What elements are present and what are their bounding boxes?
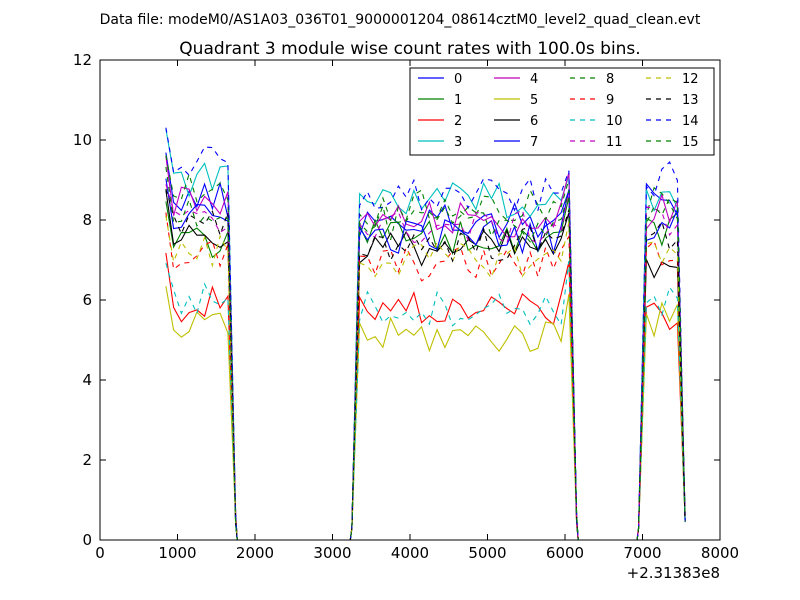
- legend-label-7: 7: [530, 135, 538, 150]
- legend-label-13: 13: [682, 93, 699, 108]
- chart-title: Quadrant 3 module wise count rates with …: [179, 39, 640, 59]
- x-tick-label: 8000: [701, 544, 739, 562]
- y-tick-label: 4: [82, 371, 92, 389]
- x-tick-label: 6000: [546, 544, 584, 562]
- legend-label-12: 12: [682, 72, 699, 87]
- legend-label-3: 3: [454, 135, 462, 150]
- series-line-15: [165, 167, 686, 541]
- y-tick-label: 6: [82, 291, 92, 309]
- legend-label-0: 0: [454, 72, 462, 87]
- legend-label-14: 14: [682, 114, 699, 129]
- series-layer: [165, 127, 686, 541]
- legend-label-9: 9: [606, 93, 614, 108]
- x-axis-offset-label: +2.31383e8: [627, 564, 720, 582]
- figure-suptitle: Data file: modeM0/AS1A03_036T01_90000012…: [100, 12, 701, 28]
- x-tick-label: 3000: [313, 544, 351, 562]
- y-tick-label: 12: [73, 51, 92, 69]
- legend-label-8: 8: [606, 72, 614, 87]
- ticks-layer: 0 1000 2000 3000 4000 5000 6000 7000 80000246810…: [73, 51, 739, 562]
- legend-label-6: 6: [530, 114, 538, 129]
- legend-label-5: 5: [530, 93, 538, 108]
- legend-label-2: 2: [454, 114, 462, 129]
- legend-label-4: 4: [530, 72, 538, 87]
- legend-label-10: 10: [606, 114, 623, 129]
- x-tick-label: 5000: [468, 544, 506, 562]
- x-tick-label: 0: [95, 544, 105, 562]
- x-tick-label: 4000: [391, 544, 429, 562]
- series-line-13: [165, 188, 686, 541]
- legend-label-11: 11: [606, 135, 623, 150]
- x-tick-label: 1000: [158, 544, 196, 562]
- y-tick-label: 2: [82, 451, 92, 469]
- series-line-14: [165, 127, 686, 541]
- legend-box: [409, 67, 715, 156]
- legend-label-15: 15: [682, 135, 699, 150]
- series-line-10: [165, 260, 686, 541]
- legend-label-1: 1: [454, 93, 462, 108]
- y-tick-label: 10: [73, 131, 92, 149]
- y-tick-label: 0: [82, 531, 92, 549]
- y-tick-label: 8: [82, 211, 92, 229]
- x-tick-label: 2000: [236, 544, 274, 562]
- x-tick-label: 7000: [623, 544, 661, 562]
